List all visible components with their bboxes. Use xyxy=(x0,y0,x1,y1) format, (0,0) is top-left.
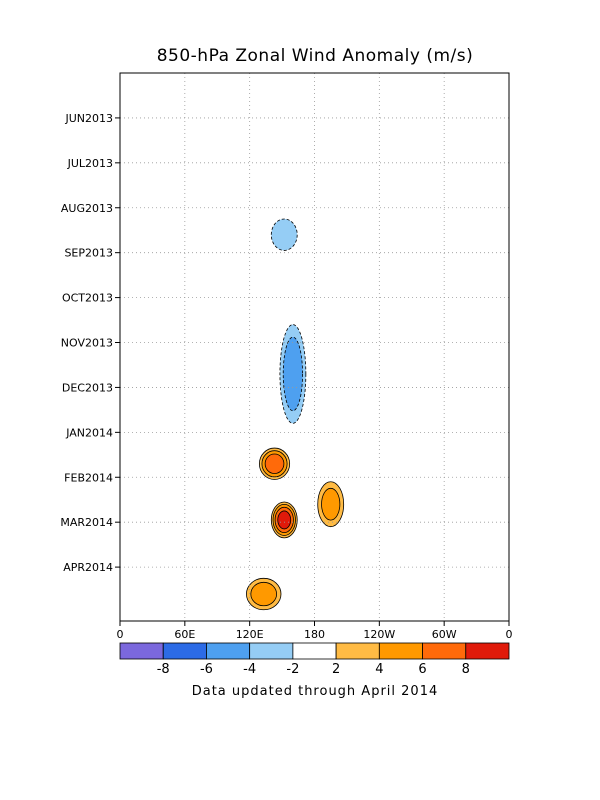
plot-background xyxy=(120,73,509,621)
y-tick-label: FEB2014 xyxy=(64,471,113,484)
y-tick-label: JAN2014 xyxy=(65,426,113,439)
colorbar-label: -8 xyxy=(157,662,170,677)
x-tick-label: 60W xyxy=(432,628,457,641)
anomaly-contour xyxy=(277,510,292,530)
colorbar-label: -4 xyxy=(243,662,256,677)
x-tick-label: 180 xyxy=(304,628,325,641)
x-tick-label: 0 xyxy=(117,628,124,641)
x-axis: 0 60E 120E 180 120W 60W 0 xyxy=(117,621,513,641)
x-tick-label: 60E xyxy=(174,628,195,641)
x-tick-label: 120W xyxy=(363,628,395,641)
colorbar-bin xyxy=(162,642,207,660)
y-tick-label: SEP2013 xyxy=(64,247,113,260)
y-tick-label: OCT2013 xyxy=(62,292,113,305)
y-tick-label: JUN2013 xyxy=(64,112,113,125)
y-tick-label: AUG2013 xyxy=(61,202,113,215)
x-tick-label: 0 xyxy=(506,628,513,641)
anomaly-contours xyxy=(246,218,345,611)
colorbar-label: 4 xyxy=(375,662,383,677)
anomaly-contour xyxy=(282,336,303,412)
colorbar-label: -2 xyxy=(286,662,299,677)
x-tick-label: 120E xyxy=(236,628,264,641)
y-tick-label: DEC2013 xyxy=(62,381,113,394)
anomaly-contour xyxy=(250,581,278,607)
anomaly-contour xyxy=(270,218,298,251)
y-tick-label: JUL2013 xyxy=(67,157,113,170)
anomaly-contour xyxy=(321,487,341,521)
grid-lines xyxy=(120,73,509,621)
y-tick-label: MAR2014 xyxy=(60,516,113,529)
colorbar-bin xyxy=(292,642,337,660)
chart-title: 850-hPa Zonal Wind Anomaly (m/s) xyxy=(156,46,474,66)
colorbar-label: 6 xyxy=(418,662,426,677)
colorbar-bin xyxy=(119,642,164,660)
y-tick-label: NOV2013 xyxy=(61,337,113,350)
update-note: Data updated through April 2014 xyxy=(191,684,439,699)
colorbar-bin xyxy=(249,642,294,660)
colorbar-label: -6 xyxy=(200,662,213,677)
colorbar-bin xyxy=(206,642,251,660)
y-tick-label: APR2014 xyxy=(63,561,113,574)
colorbar: -8 -6 -4 -2 2 4 6 8 xyxy=(119,642,510,677)
colorbar-bin xyxy=(378,642,423,660)
colorbar-label: 2 xyxy=(332,662,340,677)
anomaly-contour xyxy=(264,453,285,474)
colorbar-bin xyxy=(422,642,467,660)
colorbar-bin xyxy=(465,642,510,660)
colorbar-bin xyxy=(335,642,380,660)
colorbar-label: 8 xyxy=(462,662,470,677)
y-axis: JUN2013 JUL2013 AUG2013 SEP2013 OCT2013 NOV20… xyxy=(60,112,120,574)
